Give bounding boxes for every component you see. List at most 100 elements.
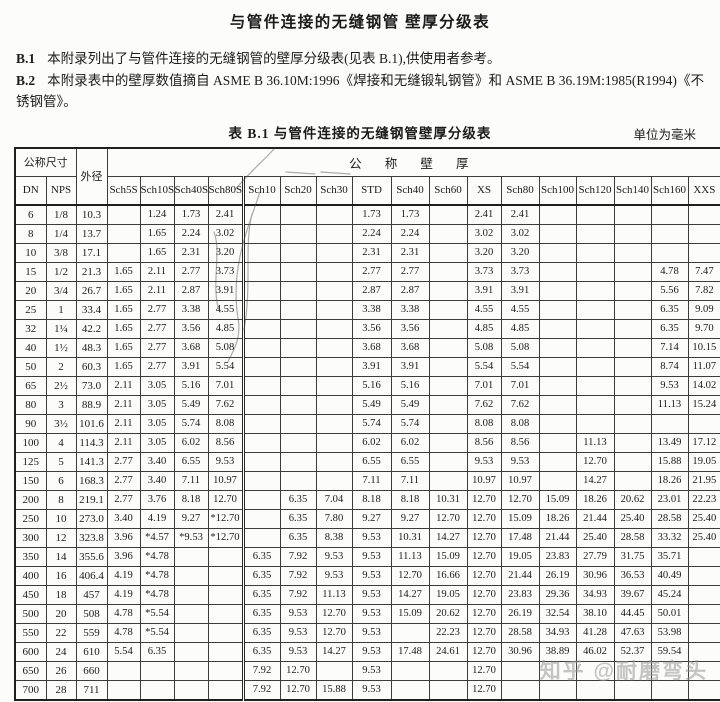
pipe-wall-thickness-table: 公称尺寸 外径 公 称 壁 厚 DN NPS Sch5S Sch10S Sch40S… (14, 146, 720, 701)
thickness-cell (279, 242, 317, 263)
thickness-cell: 3.05 (139, 432, 175, 453)
thickness-cell (575, 261, 615, 282)
thickness-cell: 4.55 (500, 299, 540, 320)
dn-cell: 80 (14, 394, 47, 415)
sch-column-header: Sch5S (106, 175, 141, 206)
thickness-cell (687, 660, 720, 681)
od-cell: 141.3 (75, 451, 108, 472)
thickness-cell (173, 679, 209, 701)
thickness-cell: 5.49 (173, 394, 209, 415)
thickness-cell: 3.91 (390, 356, 430, 377)
thickness-cell (315, 451, 353, 472)
thickness-cell: 15.24 (687, 394, 720, 415)
dn-cell: 650 (14, 660, 47, 681)
thickness-cell: 6.35 (279, 527, 317, 548)
thickness-cell: 3.68 (173, 337, 209, 358)
thickness-cell (538, 432, 577, 453)
thickness-cell: 7.92 (279, 546, 317, 567)
thickness-cell: 1.65 (139, 223, 175, 244)
thickness-cell: 3.68 (351, 337, 392, 358)
thickness-cell: 4.19 (106, 584, 141, 605)
thickness-cell: 9.53 (279, 641, 317, 662)
thickness-cell: 3.73 (500, 261, 540, 282)
thickness-cell (613, 356, 652, 377)
thickness-cell (241, 527, 281, 548)
thickness-cell (279, 261, 317, 282)
thickness-cell: 1.73 (390, 204, 430, 225)
thickness-cell: 8.56 (500, 432, 540, 453)
dn-cell: 700 (14, 679, 47, 701)
thickness-cell (390, 660, 430, 681)
thickness-cell (207, 603, 244, 624)
thickness-cell (687, 641, 720, 662)
thickness-cell: 3.56 (351, 318, 392, 339)
thickness-cell: 14.02 (687, 375, 720, 396)
sch-column-header: Sch10S (139, 175, 175, 206)
thickness-cell (428, 337, 468, 358)
thickness-cell (428, 432, 468, 453)
thickness-cell (315, 299, 353, 320)
thickness-cell: 7.01 (466, 375, 502, 396)
table-row: 200 8 219.1 2.77 3.76 8.18 12.70 6.35 7.04 8.18 8.… (14, 489, 720, 510)
thickness-cell (613, 204, 652, 225)
thickness-cell (207, 641, 244, 662)
thickness-cell: 21.95 (687, 470, 720, 491)
dn-cell: 8 (14, 223, 47, 244)
table-row: 80 3 88.9 2.11 3.05 5.49 7.62 5.49 5.49 7.62 7.62 1… (14, 394, 720, 415)
thickness-cell: 2.41 (466, 204, 502, 225)
thickness-cell (575, 394, 615, 415)
thickness-cell: 14.27 (428, 527, 468, 548)
thickness-cell: *12.70 (207, 508, 244, 529)
thickness-cell: 31.75 (613, 546, 652, 567)
thickness-cell (279, 337, 317, 358)
thickness-cell (390, 622, 430, 643)
nps-cell: 5 (45, 451, 77, 472)
nps-cell: 1½ (45, 337, 77, 358)
paragraph-b1-label: B.1 (16, 51, 36, 66)
outer-diameter-header: 外径 (75, 147, 108, 206)
thickness-cell (241, 299, 281, 320)
thickness-cell (241, 394, 281, 415)
thickness-cell: 9.53 (279, 603, 317, 624)
thickness-cell: 4.85 (466, 318, 502, 339)
thickness-cell: 3.40 (139, 470, 175, 491)
thickness-cell (428, 394, 468, 415)
thickness-cell: 53.98 (650, 622, 689, 643)
table-row: 50 2 60.3 1.65 2.77 3.91 5.54 3.91 3.91 5.54 5.54 8… (14, 356, 720, 377)
thickness-cell: 5.54 (466, 356, 502, 377)
thickness-cell: 10.31 (390, 527, 430, 548)
thickness-cell (241, 261, 281, 282)
sch-column-header: Sch100 (538, 175, 577, 206)
thickness-cell: 9.53 (466, 451, 502, 472)
table-row: 125 5 141.3 2.77 3.40 6.55 9.53 6.55 6.55 9.53 9.5… (14, 451, 720, 472)
thickness-cell (241, 451, 281, 472)
dn-cell: 32 (14, 318, 47, 339)
dn-cell: 500 (14, 603, 47, 624)
thickness-cell (650, 679, 689, 701)
dn-cell: 20 (14, 280, 47, 301)
thickness-cell (613, 261, 652, 282)
thickness-cell: 4.19 (139, 508, 175, 529)
thickness-cell: 1.65 (106, 299, 141, 320)
thickness-cell: 3.91 (466, 280, 502, 301)
thickness-cell: 12.70 (279, 679, 317, 701)
table-header: 公称尺寸 外径 公 称 壁 厚 DN NPS Sch5S Sch10S Sch40S… (14, 147, 720, 206)
thickness-cell: 11.13 (315, 584, 353, 605)
thickness-cell: 13.49 (650, 432, 689, 453)
thickness-cell: 7.01 (500, 375, 540, 396)
paragraph-b2-text: 本附录表中的壁厚数值摘自 ASME B 36.10M:1996《焊接和无缝锻轧钢… (16, 72, 704, 110)
thickness-cell: 8.18 (173, 489, 209, 510)
nps-cell: 1/2 (45, 261, 77, 282)
thickness-cell: 6.35 (650, 299, 689, 320)
table-row: 10 3/8 17.1 1.65 2.31 3.20 2.31 2.31 3.20 3.20 (14, 242, 720, 263)
thickness-cell: 6.35 (241, 603, 281, 624)
thickness-cell: *5.54 (139, 603, 175, 624)
thickness-cell: 7.11 (351, 470, 392, 491)
sch-column-header: Sch120 (575, 175, 615, 206)
thickness-cell: 18.26 (538, 508, 577, 529)
sch-column-header: Sch10 (241, 175, 281, 206)
thickness-cell: 3.38 (173, 299, 209, 320)
thickness-cell: 17.48 (500, 527, 540, 548)
thickness-cell: 12.70 (466, 679, 502, 701)
